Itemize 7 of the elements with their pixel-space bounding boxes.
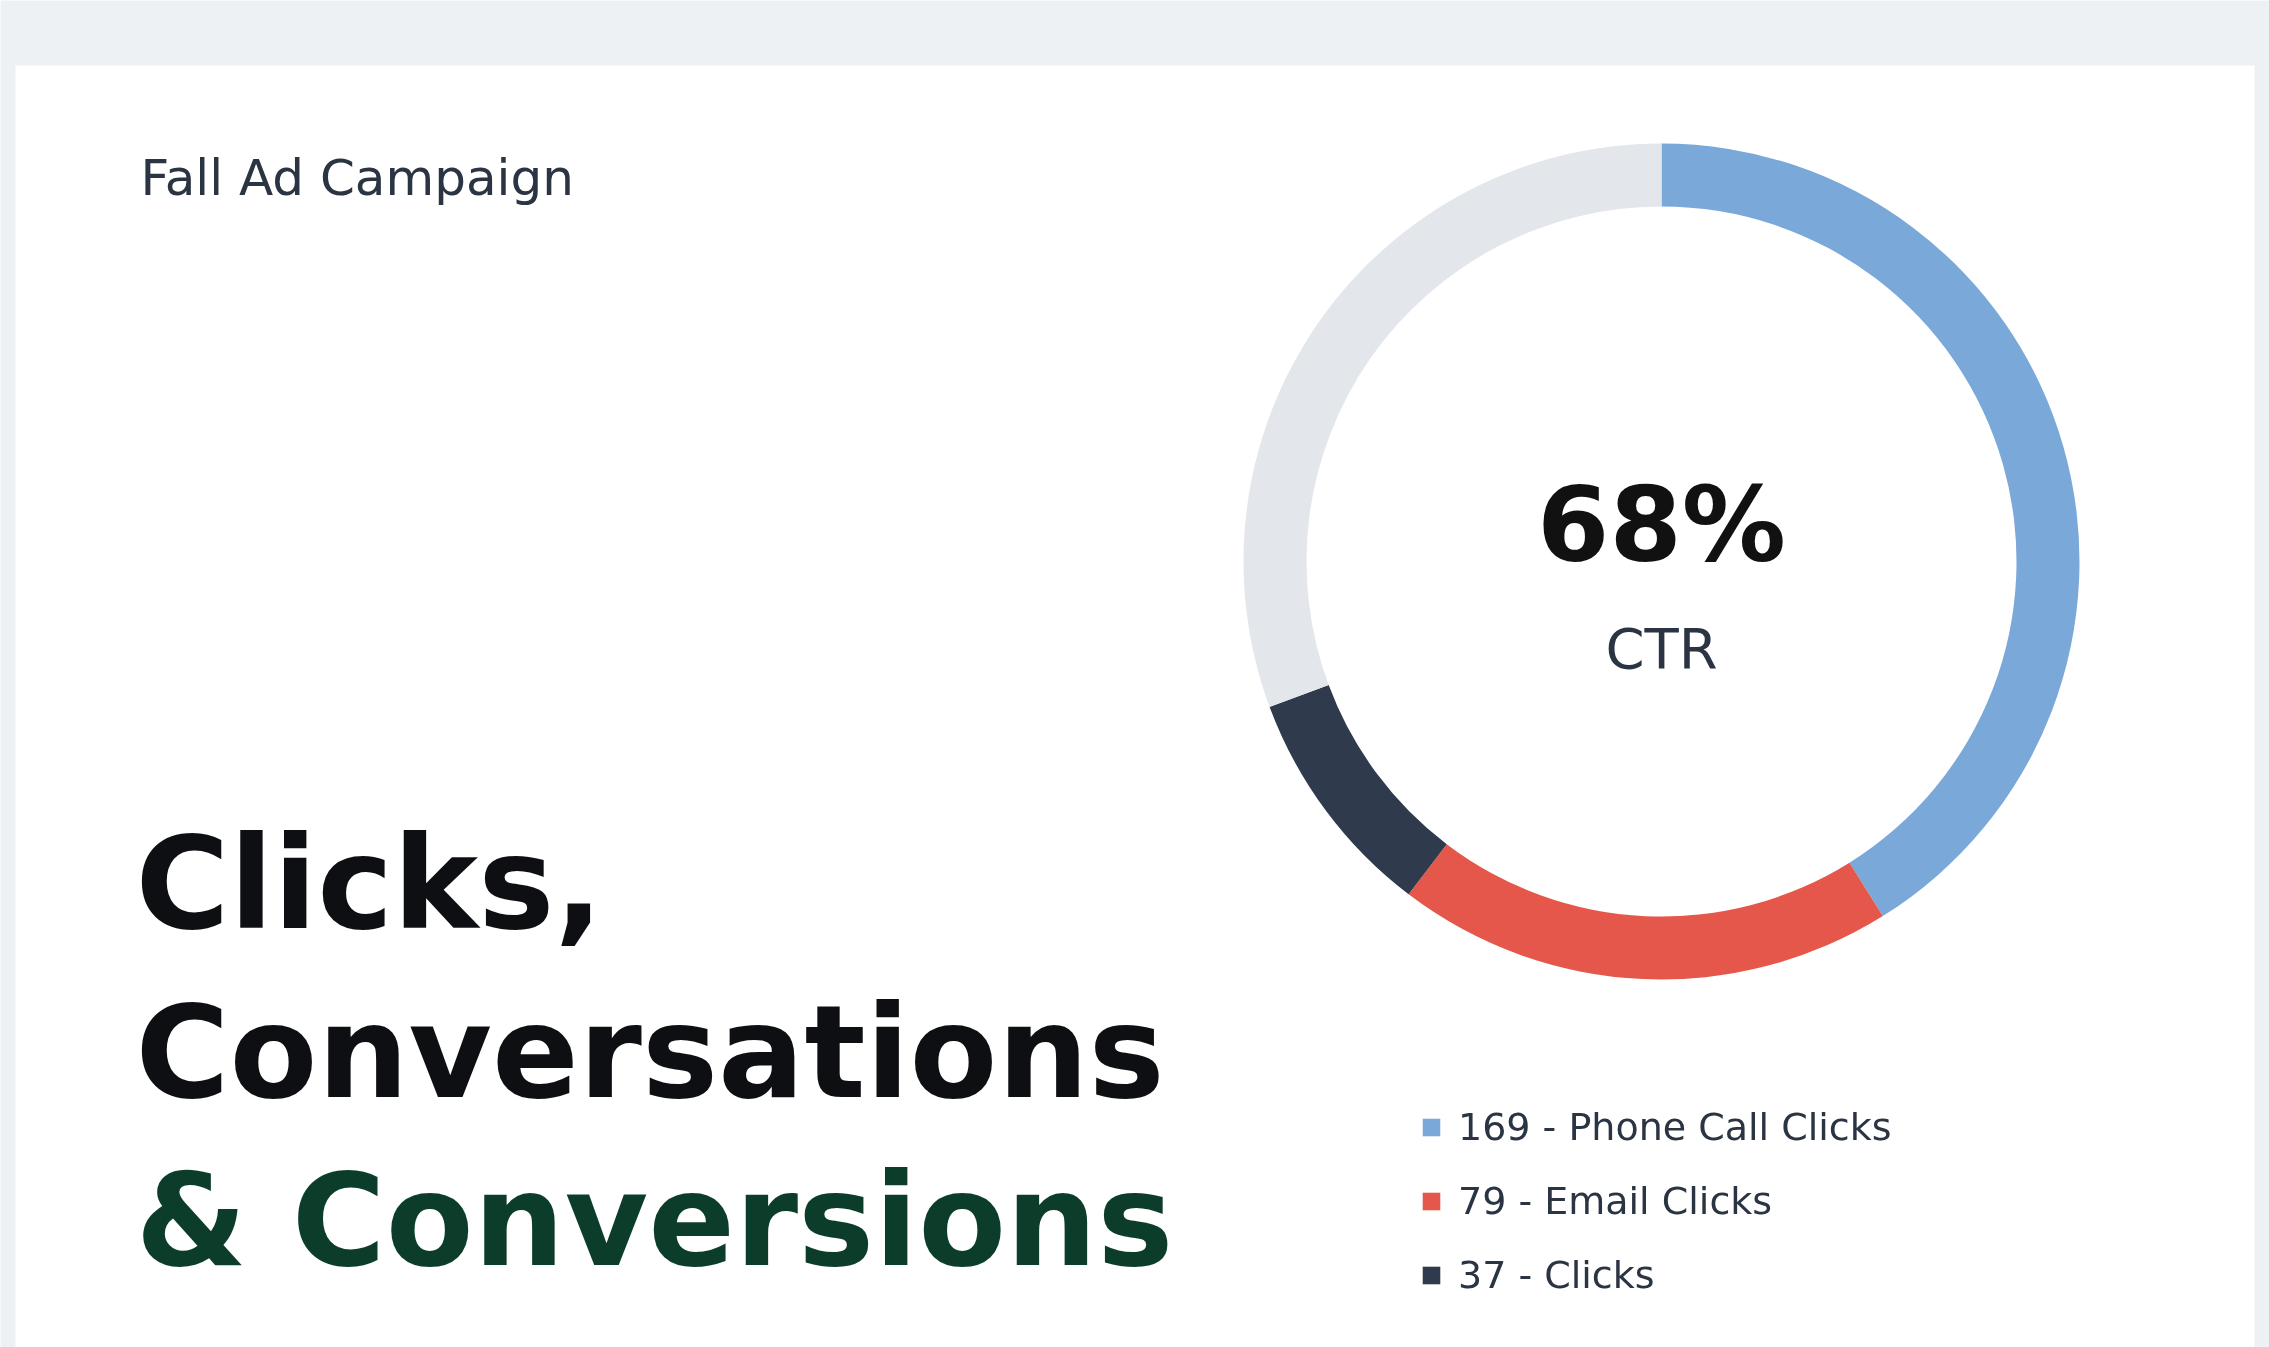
legend-label: 79 - Email Clicks [1458, 1179, 1773, 1223]
legend-label: 169 - Phone Call Clicks [1458, 1105, 1892, 1149]
text: CTR [1605, 616, 1718, 681]
text: Fall Ad Campaign [140, 148, 574, 207]
text: Clicks, Conversations & Conversions [135, 809, 1174, 1295]
legend-label: 37 - Clicks [1458, 1253, 1655, 1297]
text: 68% [1537, 463, 1786, 586]
